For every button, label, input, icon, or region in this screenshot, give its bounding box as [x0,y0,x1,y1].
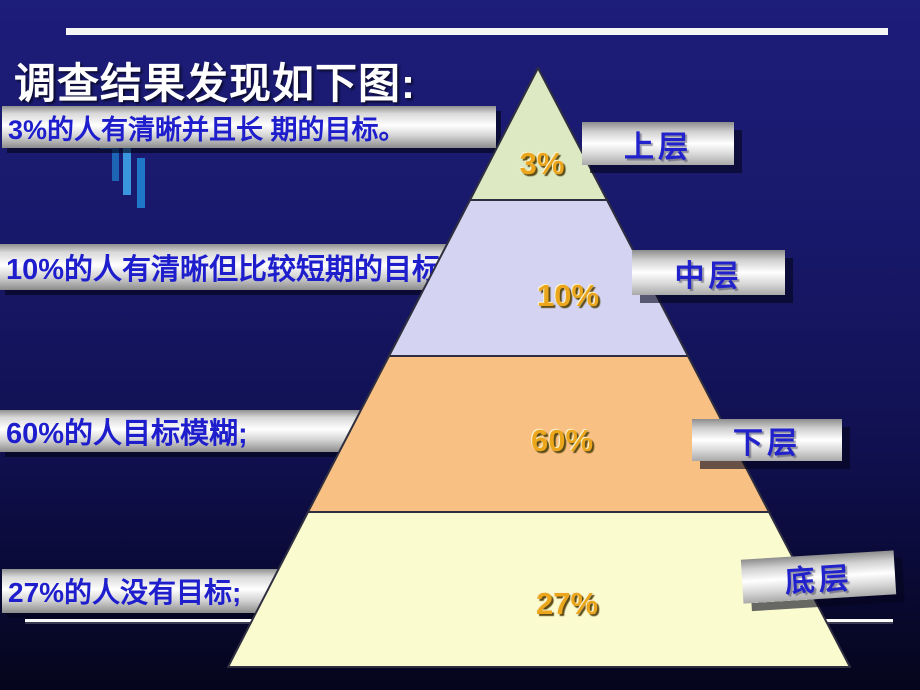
top-horizontal-rule [66,28,888,35]
percent-label-lower-middle: 60% [530,423,594,458]
note-box-60-percent: 60%的人目标模糊; [0,410,376,452]
page-title: 调查结果发现如下图: [14,60,416,107]
pyramid-layer-bottom [227,511,851,668]
tier-label-base: 底层 [740,550,897,604]
decorative-pen-marks-bar [137,158,145,208]
note-box-3-percent: 3%的人有清晰并且长 期的目标。 [2,106,496,148]
decorative-pen-marks-bar [112,148,119,181]
decorative-pen-marks-bar [123,147,131,195]
percent-label-top: 3% [519,146,565,181]
percent-label-bottom: 27% [535,586,599,621]
note-box-27-percent: 27%的人没有目标; [2,569,306,613]
percent-label-upper-middle: 10% [536,278,600,313]
tier-label-middle: 中层 [632,250,785,295]
tier-label-upper: 上层 [582,122,734,165]
tier-label-lower: 下层 [692,419,842,461]
